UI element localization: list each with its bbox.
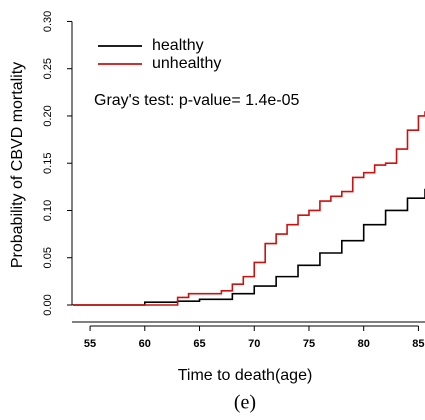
y-tick-label: 0.30 — [42, 11, 54, 32]
y-tick-label: 0.05 — [42, 247, 54, 268]
y-tick-label: 0.00 — [42, 294, 54, 315]
x-axis-label: Time to death(age) — [178, 367, 313, 384]
x-tick-label: 55 — [84, 338, 96, 350]
x-tick-label: 60 — [139, 338, 151, 350]
x-tick-label: 75 — [303, 338, 315, 350]
x-tick-label: 70 — [248, 338, 260, 350]
caption: (e) — [234, 392, 256, 414]
annotation: Gray's test: p-value= 1.4e-05 — [94, 92, 299, 109]
legend-label: unhealthy — [152, 55, 221, 72]
y-tick-label: 0.10 — [42, 200, 54, 221]
series-line — [72, 188, 425, 306]
y-tick-label: 0.25 — [42, 58, 54, 79]
x-tick-label: 85 — [412, 338, 424, 350]
y-axis-label: Probability of CBVD mortality — [9, 62, 26, 268]
x-tick-label: 80 — [358, 338, 370, 350]
legend-label: healthy — [152, 37, 204, 54]
x-tick-label: 65 — [193, 338, 205, 350]
y-tick-label: 0.20 — [42, 105, 54, 126]
series-line — [72, 111, 425, 306]
y-tick-label: 0.15 — [42, 153, 54, 174]
